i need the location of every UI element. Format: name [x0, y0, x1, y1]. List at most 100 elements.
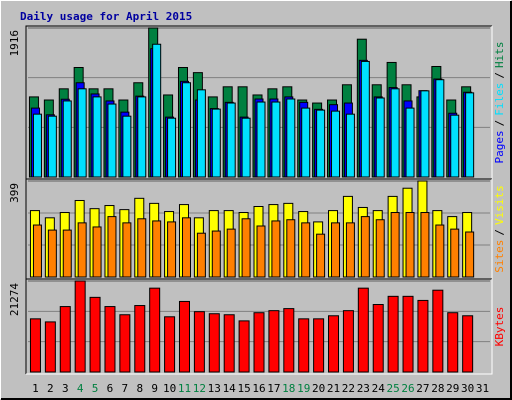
bar	[241, 117, 251, 178]
y-tick-label: 21274	[8, 283, 21, 316]
bar	[375, 97, 385, 178]
chart-title: Daily usage for April 2015	[20, 10, 192, 23]
legend: Pages / Files / Hits	[493, 42, 506, 164]
bar	[256, 101, 266, 178]
x-tick-label: 4	[77, 382, 84, 395]
x-tick-label: 13	[208, 382, 221, 395]
bar	[420, 90, 430, 178]
x-tick-label: 14	[223, 382, 237, 395]
bar	[268, 310, 280, 373]
bar	[462, 315, 474, 373]
bar	[107, 216, 117, 278]
x-tick-label: 6	[107, 382, 114, 395]
bar	[149, 287, 161, 373]
bar	[89, 296, 101, 373]
bar	[181, 82, 191, 178]
bar	[119, 314, 131, 373]
bar	[152, 43, 162, 178]
bar	[402, 295, 414, 373]
bar	[357, 287, 369, 373]
bar	[253, 312, 265, 373]
x-tick-label: 19	[297, 382, 310, 395]
x-tick-label: 31	[476, 382, 489, 395]
x-tick-label: 26	[401, 382, 414, 395]
bar	[328, 315, 340, 373]
x-tick-label: 28	[431, 382, 444, 395]
legend-separator: /	[493, 72, 506, 79]
bar	[286, 98, 296, 178]
bar	[122, 115, 132, 178]
bar	[137, 96, 147, 178]
bar	[387, 295, 399, 373]
legend: Sites / Visits	[493, 185, 506, 273]
bar	[104, 306, 116, 373]
bar	[196, 232, 206, 278]
x-tick-label: 15	[237, 382, 250, 395]
bar	[283, 308, 295, 373]
bar	[226, 102, 236, 178]
x-tick-label: 18	[282, 382, 295, 395]
bar	[390, 88, 400, 178]
bar	[226, 228, 236, 278]
legend-separator: /	[493, 120, 506, 127]
bar	[331, 222, 341, 278]
bar	[271, 220, 281, 278]
bar	[447, 312, 459, 373]
legend: KBytes	[493, 307, 506, 347]
bar	[29, 318, 41, 373]
x-tick-label: 12	[193, 382, 206, 395]
bar	[178, 300, 190, 373]
bar	[450, 114, 460, 178]
bar	[241, 218, 251, 278]
bar	[316, 109, 326, 178]
legend-entry: Hits	[493, 42, 506, 69]
panel-bevel-dark	[25, 278, 492, 374]
bar	[77, 222, 87, 278]
x-tick-label: 3	[62, 382, 69, 395]
bar	[32, 113, 42, 178]
panel-bevel-light	[26, 279, 493, 375]
bar	[405, 212, 415, 278]
bar	[432, 289, 444, 373]
bar	[342, 310, 354, 373]
x-tick-label: 5	[92, 382, 99, 395]
bar	[167, 117, 177, 178]
x-tick-label: 22	[342, 382, 355, 395]
bar	[375, 219, 385, 278]
bar	[211, 108, 221, 178]
bar	[74, 280, 86, 373]
bar	[92, 226, 102, 278]
bar	[450, 228, 460, 278]
x-tick-label: 10	[163, 382, 176, 395]
bar	[238, 320, 250, 373]
x-tick-label: 24	[372, 382, 386, 395]
bar	[435, 224, 445, 278]
bar	[256, 225, 266, 278]
panel-bevel-dark	[25, 178, 492, 279]
bar	[107, 103, 117, 178]
bar	[167, 221, 177, 278]
bar	[360, 216, 370, 278]
legend-entry: Sites	[493, 240, 506, 273]
bar	[181, 217, 191, 278]
x-tick-label: 23	[357, 382, 370, 395]
y-tick-label: 1916	[8, 30, 21, 57]
x-tick-label: 25	[387, 382, 400, 395]
bar	[286, 219, 296, 278]
bar	[77, 88, 87, 178]
bar	[44, 321, 56, 373]
y-tick-label: 399	[8, 183, 21, 203]
panel-bevel-dark	[25, 25, 492, 179]
bar	[47, 115, 57, 178]
legend-entry: Files	[493, 83, 506, 116]
x-tick-label: 29	[446, 382, 459, 395]
legend-entry: Pages	[493, 130, 506, 163]
bar	[345, 222, 355, 278]
bar	[316, 233, 326, 278]
bar	[345, 113, 355, 178]
legend-separator: /	[493, 229, 506, 236]
bar	[298, 318, 310, 373]
bar	[301, 107, 311, 178]
